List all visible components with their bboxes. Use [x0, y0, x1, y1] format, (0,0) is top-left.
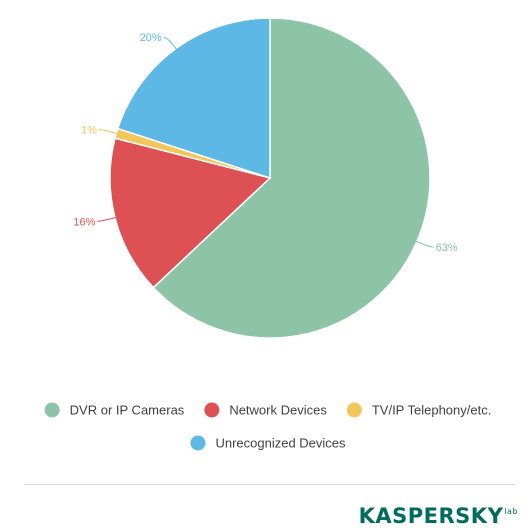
- legend: DVR or IP Cameras Network Devices TV/IP Te…: [44, 402, 491, 451]
- legend-item-tv-ip-telephony-etc: TV/IP Telephony/etc.: [346, 402, 491, 418]
- legend-item-unrecognized-devices: Unrecognized Devices: [190, 435, 346, 451]
- slice-label-dvr-or-ip-cameras: 63%: [436, 242, 458, 254]
- slice-label-tv-ip-telephony-etc: 1%: [81, 124, 97, 136]
- kaspersky-logo: KASPERSKY lab: [359, 498, 518, 528]
- legend-marker: [44, 402, 60, 418]
- leader-line-tv-ip-telephony-etc: [98, 128, 119, 135]
- slice-label-network-devices: 16%: [73, 216, 95, 228]
- leader-line-unrecognized-devices: [163, 36, 178, 51]
- legend-label: Unrecognized Devices: [215, 436, 346, 451]
- footer-divider: [25, 484, 515, 485]
- legend-label: TV/IP Telephony/etc.: [372, 403, 491, 418]
- legend-item-network-devices: Network Devices: [204, 402, 327, 418]
- leader-line-dvr-or-ip-cameras: [414, 240, 434, 248]
- leader-line-network-devices: [97, 216, 118, 222]
- legend-item-dvr-or-ip-cameras: DVR or IP Cameras: [44, 402, 185, 418]
- logo-text: KASPERSKY: [358, 504, 504, 528]
- pie-slices: [109, 17, 431, 339]
- legend-marker: [346, 402, 362, 418]
- legend-label: DVR or IP Cameras: [70, 403, 185, 418]
- slice-leader-lines: [97, 36, 434, 248]
- legend-marker: [204, 402, 220, 418]
- legend-marker: [190, 435, 206, 451]
- legend-label: Network Devices: [229, 403, 327, 418]
- slice-label-unrecognized-devices: 20%: [140, 32, 162, 44]
- slice-labels: 63% 16% 1% 20%: [73, 32, 457, 254]
- logo-sub-text: lab: [504, 507, 518, 516]
